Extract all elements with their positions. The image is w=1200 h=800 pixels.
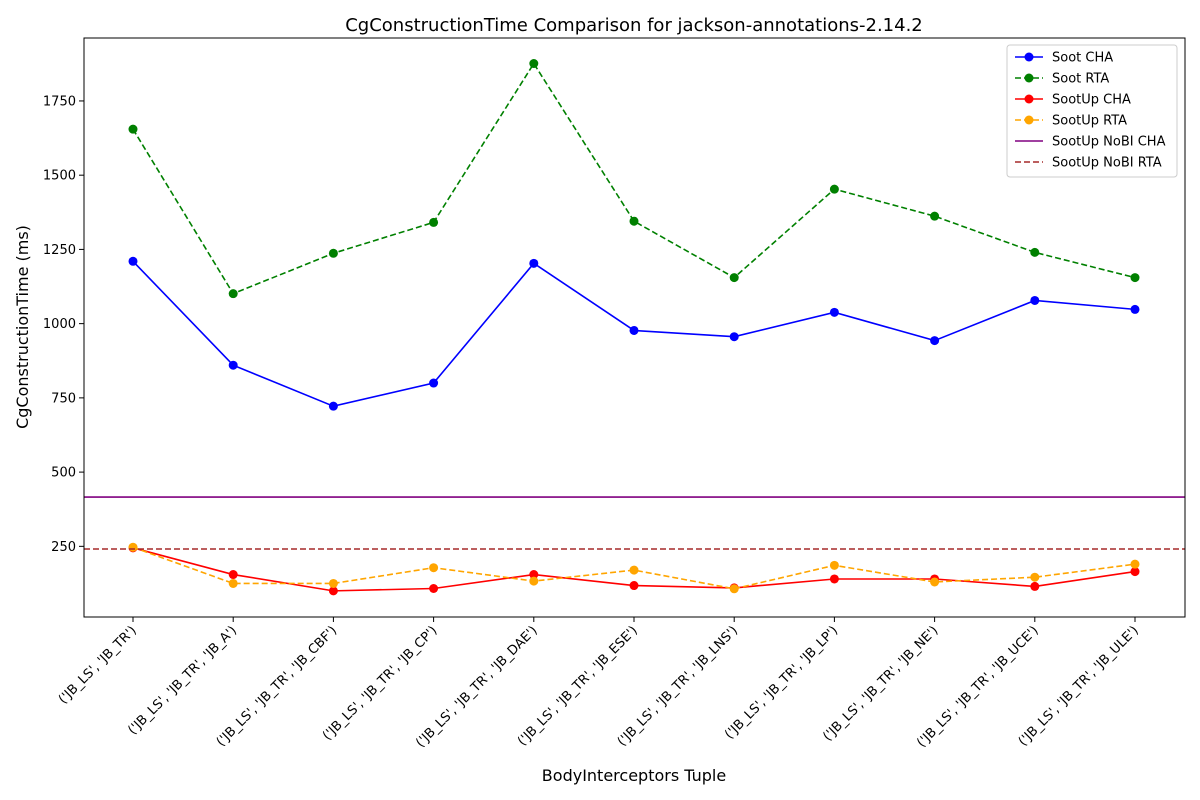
data-point-soot-cha: [429, 378, 439, 388]
chart-title: CgConstructionTime Comparison for jackso…: [345, 15, 923, 36]
data-point-soot-cha: [1130, 304, 1140, 314]
data-point-sootup-rta: [1130, 559, 1140, 569]
data-point-soot-rta: [930, 211, 940, 221]
legend-marker: [1024, 94, 1034, 104]
legend-entry: SootUp NoBI RTA: [1052, 156, 1162, 171]
legend-entry: SootUp RTA: [1052, 114, 1127, 129]
data-point-soot-cha: [228, 360, 238, 370]
data-point-soot-rta: [529, 59, 539, 69]
data-point-sootup-rta: [529, 576, 539, 586]
data-point-soot-rta: [429, 217, 439, 227]
data-point-sootup-cha: [1130, 567, 1140, 577]
series-line-soot-rta: [132, 62, 1136, 295]
data-point-soot-cha: [1030, 295, 1040, 305]
data-point-soot-cha: [930, 336, 940, 346]
data-point-sootup-cha: [429, 583, 439, 593]
data-point-soot-rta: [328, 248, 338, 258]
data-point-sootup-rta: [629, 565, 639, 575]
data-point-soot-cha: [529, 258, 539, 268]
data-point-sootup-cha: [228, 570, 238, 580]
legend-entry: SootUp CHA: [1052, 93, 1131, 108]
y-axis: 250 500 750 1000 1250 1500 1750: [43, 94, 84, 555]
data-point-soot-rta: [729, 273, 739, 283]
data-point-soot-cha: [128, 256, 138, 266]
data-point-sootup-cha: [629, 581, 639, 591]
y-tick-label: 500: [51, 466, 76, 481]
data-point-sootup-cha: [1030, 581, 1040, 591]
legend-entry: Soot RTA: [1052, 72, 1109, 87]
data-point-sootup-rta: [429, 563, 439, 573]
y-tick-label: 1250: [43, 243, 76, 258]
data-point-soot-cha: [629, 325, 639, 335]
legend-entry: Soot CHA: [1052, 51, 1113, 66]
legend: Soot CHA Soot RTA SootUp CHA SootUp RTA Soot…: [1006, 44, 1178, 178]
data-point-sootup-cha: [328, 586, 338, 596]
y-tick-label: 1000: [43, 317, 76, 332]
plot-area: [84, 59, 1185, 596]
series-line-sootup-rta: [132, 546, 1136, 590]
legend-box: [1006, 44, 1178, 178]
legend-marker: [1024, 73, 1034, 83]
legend-entry: SootUp NoBI CHA: [1052, 135, 1166, 150]
data-point-sootup-rta: [128, 542, 138, 552]
y-tick-label: 1750: [43, 94, 76, 109]
data-point-sootup-cha: [529, 570, 539, 580]
y-axis-label: CgConstructionTime (ms): [13, 225, 32, 429]
data-point-sootup-rta: [729, 584, 739, 594]
data-point-soot-rta: [629, 216, 639, 226]
data-point-sootup-rta: [328, 578, 338, 588]
y-tick-label: 1500: [43, 169, 76, 184]
y-tick-label: 250: [51, 540, 76, 555]
data-point-sootup-cha: [829, 574, 839, 584]
data-point-soot-rta: [1130, 273, 1140, 283]
data-point-sootup-rta: [829, 560, 839, 570]
data-point-soot-rta: [829, 184, 839, 194]
y-tick-label: 750: [51, 391, 76, 406]
data-point-soot-rta: [1030, 247, 1040, 257]
legend-marker: [1024, 52, 1034, 62]
data-point-soot-cha: [829, 307, 839, 317]
data-point-sootup-rta: [1030, 572, 1040, 582]
data-point-sootup-rta: [930, 577, 940, 587]
data-point-sootup-rta: [228, 578, 238, 588]
legend-marker: [1024, 115, 1034, 125]
data-point-soot-cha: [729, 332, 739, 342]
data-point-soot-rta: [228, 289, 238, 299]
data-point-soot-cha: [328, 401, 338, 411]
data-point-soot-rta: [128, 124, 138, 134]
x-axis-label: BodyInterceptors Tuple: [542, 766, 726, 785]
